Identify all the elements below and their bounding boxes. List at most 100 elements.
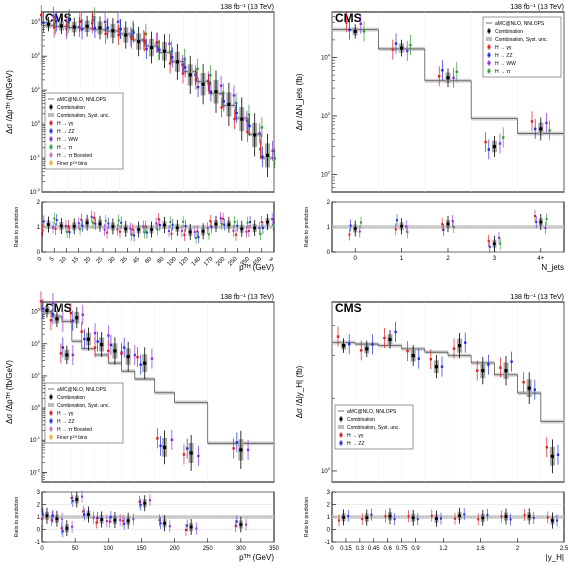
- combination-marker: [137, 39, 141, 44]
- legend-entry: Finer pᵀᴴ bins: [57, 435, 88, 441]
- channel-marker: [41, 307, 45, 311]
- channel-marker: [145, 47, 148, 51]
- ratio-marker: [55, 517, 59, 521]
- ratio-channel-marker: [93, 216, 96, 219]
- ratio-channel-marker: [361, 518, 364, 521]
- channel-marker: [441, 69, 444, 72]
- combination-marker: [162, 49, 167, 53]
- channel-marker: [119, 27, 122, 31]
- channel-marker: [142, 38, 145, 42]
- legend-entry: H → ττ: [57, 145, 72, 151]
- channel-marker: [181, 63, 184, 67]
- channel-marker: [197, 454, 200, 458]
- combination-marker: [75, 316, 79, 320]
- channel-marker: [510, 360, 513, 363]
- y-axis-label: Δσ /Δ|y_H| (fb): [295, 365, 304, 418]
- x-tick-label: 300: [236, 546, 247, 552]
- legend-marker-swatch: [49, 435, 53, 439]
- channel-marker: [360, 349, 363, 352]
- ratio-channel-marker: [406, 231, 409, 234]
- combination-marker: [492, 144, 496, 149]
- ratio-channel-marker: [129, 227, 132, 230]
- x-axis-label: N_jets: [541, 263, 564, 272]
- legend-marker-swatch: [487, 53, 491, 57]
- channel-marker: [93, 346, 97, 349]
- ratio-channel-marker: [55, 219, 58, 221]
- ratio-marker: [72, 224, 76, 228]
- ratio-channel-marker: [442, 229, 445, 231]
- ratio-channel-marker: [170, 232, 173, 235]
- ratio-tick-label: 0: [37, 528, 41, 534]
- ratio-tick-label: -1: [35, 540, 41, 546]
- channel-marker: [171, 56, 174, 59]
- ratio-tick-label: 0: [37, 250, 41, 256]
- channel-marker: [476, 369, 479, 372]
- ratio-marker: [100, 518, 104, 521]
- ratio-channel-marker: [94, 222, 97, 225]
- ratio-marker: [388, 514, 392, 518]
- channel-marker: [452, 347, 456, 350]
- ratio-channel-marker: [487, 239, 490, 242]
- ratio-marker: [435, 517, 438, 521]
- channel-marker: [234, 101, 238, 105]
- legend-marker-swatch: [487, 69, 491, 73]
- channel-marker: [438, 75, 441, 78]
- ratio-channel-marker: [104, 219, 107, 222]
- x-tick-label: 80: [157, 256, 166, 265]
- ratio-marker: [87, 513, 90, 516]
- channel-marker: [196, 85, 200, 89]
- x-tick-label: 60: [144, 256, 153, 265]
- channel-marker: [556, 453, 560, 456]
- channel-marker: [259, 148, 262, 151]
- ratio-channel-marker: [180, 229, 183, 232]
- channel-marker: [487, 363, 490, 366]
- ratio-channel-marker: [183, 234, 186, 236]
- y-tick-label: 103: [321, 111, 331, 120]
- channel-marker: [170, 50, 173, 53]
- channel-marker: [248, 124, 251, 128]
- y-tick-label: 100: [321, 466, 331, 475]
- ratio-channel-marker: [441, 223, 444, 225]
- x-tick-label: 3: [493, 256, 497, 262]
- y-tick-label: 10-2: [30, 467, 41, 476]
- combination-marker: [265, 153, 270, 157]
- channel-marker: [545, 121, 548, 125]
- x-tick-label: 15: [71, 256, 80, 265]
- legend-box: [44, 382, 124, 444]
- ratio-channel-marker: [338, 519, 340, 522]
- ratio-channel-marker: [184, 529, 187, 531]
- ratio-channel-marker: [144, 225, 147, 228]
- channel-marker: [159, 444, 162, 448]
- legend-entry: Combination, Syst. unc.: [495, 37, 548, 43]
- ratio-channel-marker: [222, 217, 225, 220]
- ratio-channel-marker: [535, 221, 538, 223]
- ratio-channel-marker: [416, 518, 419, 521]
- ratio-channel-marker: [463, 513, 466, 516]
- legend-entry: H → WW: [57, 137, 78, 143]
- legend-box: [44, 92, 124, 170]
- combination-marker: [481, 369, 485, 373]
- combination-marker: [124, 33, 128, 37]
- legend-band-swatch: [486, 37, 492, 41]
- channel-marker: [109, 343, 113, 347]
- ratio-channel-marker: [393, 518, 396, 521]
- combination-marker: [411, 354, 415, 358]
- ratio-channel-marker: [394, 228, 397, 231]
- ratio-channel-marker: [195, 527, 198, 530]
- channel-marker: [69, 311, 73, 315]
- y-tick-label: 102: [31, 51, 41, 60]
- ratio-channel-marker: [119, 519, 122, 522]
- channel-marker: [40, 13, 43, 17]
- ratio-tick-label: 2: [37, 503, 41, 509]
- ratio-channel-marker: [168, 230, 171, 232]
- legend-entry: Combination, Syst. unc.: [57, 113, 110, 119]
- channel-marker: [487, 148, 490, 151]
- channel-marker: [545, 446, 548, 449]
- ratio-channel-marker: [71, 525, 74, 528]
- y-tick-label: 103: [31, 17, 41, 26]
- channel-marker: [78, 25, 81, 29]
- x-tick-label: 4+: [537, 256, 544, 262]
- channel-marker: [52, 26, 56, 29]
